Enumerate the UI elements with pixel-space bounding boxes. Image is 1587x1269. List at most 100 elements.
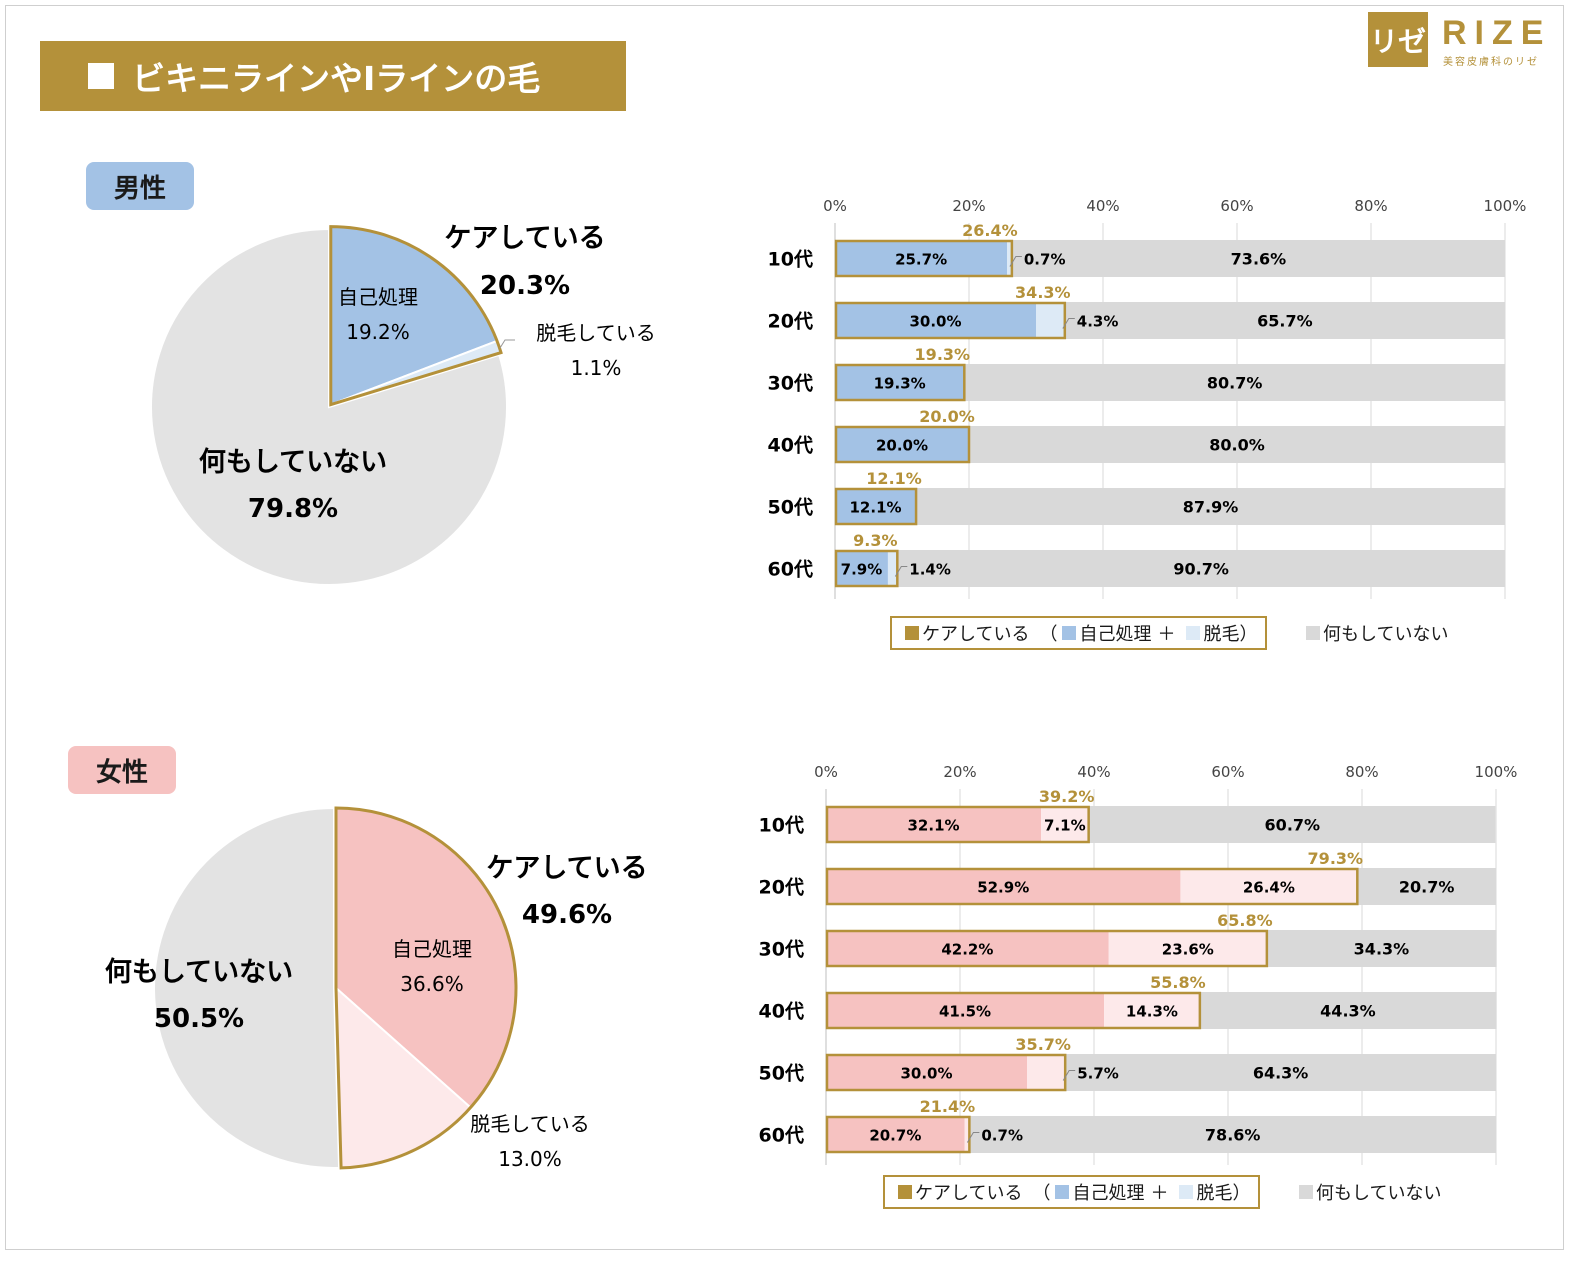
female-badge: 女性 — [68, 746, 176, 794]
pie-none-value: 50.5% — [154, 1004, 244, 1034]
bar-none — [916, 488, 1505, 525]
bar-care-outline — [834, 239, 1014, 278]
bar-removal — [1036, 302, 1065, 339]
bar-tick-label: 40% — [1086, 197, 1119, 215]
bar-none — [969, 426, 1505, 463]
bar-care-total: 34.3% — [1015, 283, 1071, 302]
bar-care-total: 12.1% — [866, 469, 922, 488]
bar-care-total: 55.8% — [1150, 973, 1206, 992]
bar-category-label: 50代 — [768, 497, 813, 519]
bar-none-value: 80.0% — [1209, 436, 1265, 455]
bar-none-value: 87.9% — [1183, 498, 1239, 517]
bar-care-outline — [834, 425, 971, 464]
bar-self-value: 12.1% — [850, 499, 902, 517]
bar-category-label: 20代 — [759, 877, 804, 899]
bar-care-total: 79.3% — [1308, 849, 1364, 868]
bar-removal — [964, 1116, 970, 1153]
pie-care-outline — [329, 225, 503, 407]
bar-self-value: 7.9% — [841, 561, 883, 579]
bar-care-total: 26.4% — [962, 221, 1018, 240]
bar-self-value: 32.1% — [908, 817, 960, 835]
bar-care-outline — [834, 549, 899, 588]
bar-removal-leader — [1062, 318, 1075, 329]
bar-category-label: 50代 — [759, 1063, 804, 1085]
pie-self-value: 19.2% — [346, 320, 410, 344]
pie-self-label: 自己処理 — [338, 285, 418, 309]
bar-self-value: 19.3% — [874, 375, 926, 393]
bar-tick-label: 60% — [1211, 763, 1244, 781]
pie-removal-leader — [499, 339, 515, 349]
bar-self — [835, 488, 917, 525]
bar-self — [835, 426, 969, 463]
bar-removal-value: 14.3% — [1126, 1003, 1178, 1021]
legend-none-swatch — [1299, 1185, 1313, 1199]
bar-none-value: 80.7% — [1207, 374, 1263, 393]
bar-removal-leader — [1009, 256, 1022, 267]
bar-self-value: 52.9% — [977, 879, 1029, 897]
pie-care-label: ケアしている — [444, 223, 605, 254]
bar-tick-label: 20% — [952, 197, 985, 215]
bar-removal — [887, 550, 898, 587]
bar-care-total: 19.3% — [915, 345, 971, 364]
male-legend-none: 何もしていない — [1306, 616, 1448, 650]
bar-removal-value: 23.6% — [1162, 941, 1214, 959]
female-legend-none: 何もしていない — [1299, 1175, 1441, 1209]
pie-removal-value: 13.0% — [498, 1147, 562, 1171]
bar-self-value: 30.0% — [909, 313, 961, 331]
bar-care-outline — [825, 805, 1090, 844]
legend-plus: ＋ — [1157, 624, 1176, 645]
bar-care-total: 21.4% — [920, 1097, 976, 1116]
bar-tick-label: 0% — [814, 763, 838, 781]
legend-close-paren: ） — [1239, 624, 1258, 645]
bar-none — [1266, 930, 1497, 967]
bar-removal-value: 26.4% — [1243, 879, 1295, 897]
bar-none — [1011, 240, 1505, 277]
bar-self — [826, 1054, 1027, 1091]
legend-care-label: ケアしている — [922, 624, 1030, 645]
bar-self — [835, 302, 1036, 339]
bar-self-value: 20.7% — [869, 1127, 921, 1145]
bar-none-value: 78.6% — [1205, 1126, 1261, 1145]
bar-tick-label: 20% — [943, 763, 976, 781]
legend-none-label: 何もしていない — [1323, 624, 1449, 645]
male-legend: ケアしている （ 自己処理 ＋ 脱毛 ） — [890, 616, 1268, 650]
bar-self-value: 30.0% — [900, 1065, 952, 1083]
bar-none-value: 20.7% — [1399, 878, 1455, 897]
bar-removal — [1108, 930, 1267, 967]
pie-care-value: 20.3% — [480, 271, 570, 301]
pie-self-value: 36.6% — [400, 972, 464, 996]
legend-care-label: ケアしている — [915, 1183, 1023, 1204]
bar-removal-leader — [1062, 1070, 1076, 1081]
page-title: ビキニラインやIラインの毛 — [40, 41, 626, 111]
bar-removal-leader — [894, 566, 908, 577]
pie-removal-label: 脱毛している — [470, 1112, 589, 1136]
bar-care-outline — [834, 487, 918, 526]
bar-none — [1199, 992, 1497, 1029]
bar-care-total: 9.3% — [853, 531, 897, 550]
pie-care-label: ケアしている — [486, 853, 647, 884]
bar-none-value: 44.3% — [1320, 1002, 1376, 1021]
bar-category-label: 40代 — [759, 1001, 804, 1023]
bar-category-label: 10代 — [759, 815, 804, 837]
square-icon — [88, 63, 114, 89]
bar-self — [826, 806, 1042, 843]
bar-removal — [1007, 240, 1012, 277]
pie-care-value: 49.6% — [522, 900, 612, 930]
page-title-text: ビキニラインやIラインの毛 — [132, 59, 541, 98]
bar-care-outline — [825, 867, 1359, 906]
bar-care-outline — [825, 991, 1202, 1030]
pie-slice-none — [150, 227, 508, 586]
bar-care-total: 20.0% — [919, 407, 975, 426]
legend-care-swatch — [898, 1185, 912, 1199]
bar-self — [835, 364, 965, 401]
bar-category-label: 40代 — [768, 435, 813, 457]
bar-category-label: 20代 — [768, 311, 813, 333]
bar-category-label: 30代 — [768, 373, 813, 395]
logo-word: RIZE — [1442, 14, 1552, 52]
bar-removal-value: 7.1% — [1044, 817, 1086, 835]
legend-self-label: 自己処理 — [1079, 624, 1152, 645]
bar-tick-label: 40% — [1077, 763, 1110, 781]
pie-self-label: 自己処理 — [392, 937, 472, 961]
pie-care-outline — [334, 806, 518, 1170]
